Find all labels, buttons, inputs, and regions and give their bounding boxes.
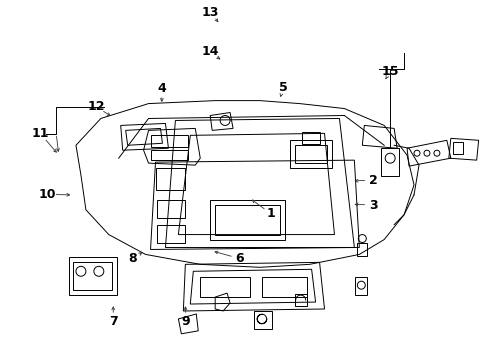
Text: 5: 5 [279,81,287,94]
Text: 13: 13 [202,6,219,19]
Text: 2: 2 [368,174,377,186]
Text: 14: 14 [202,45,219,58]
Text: 15: 15 [381,64,398,77]
Text: 7: 7 [109,315,117,328]
Text: 11: 11 [31,127,49,140]
Text: 10: 10 [39,188,56,201]
Text: 12: 12 [87,100,105,113]
Text: 8: 8 [128,252,137,265]
Text: 1: 1 [266,207,275,220]
Text: 9: 9 [182,315,190,328]
Text: 4: 4 [157,82,166,95]
Text: 3: 3 [368,198,377,212]
Text: 6: 6 [235,252,244,265]
